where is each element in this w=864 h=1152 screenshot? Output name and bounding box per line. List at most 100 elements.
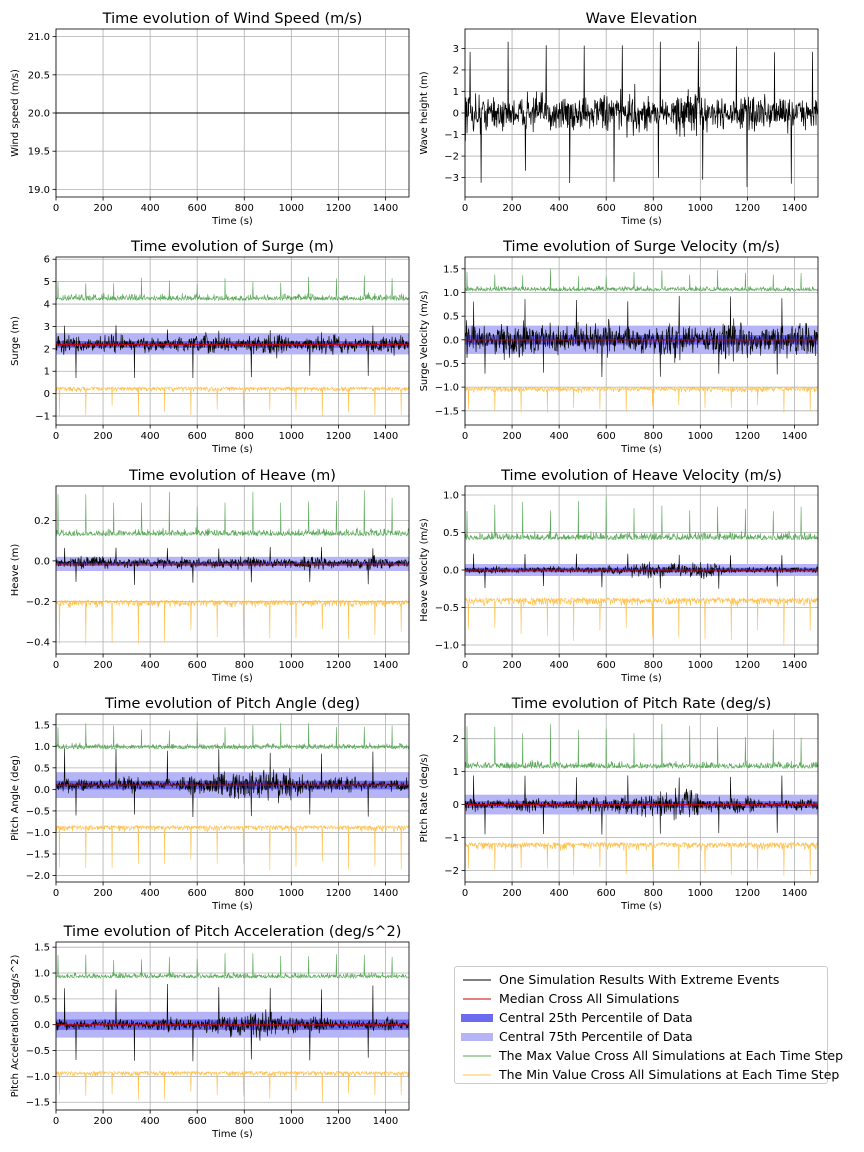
y-tick-label: −1.5 — [26, 850, 50, 861]
y-tick-label: 0 — [453, 109, 459, 120]
y-tick-label: −0.5 — [26, 806, 50, 817]
x-tick-label: 200 — [503, 888, 522, 899]
y-tick-label: 19.0 — [28, 185, 50, 196]
y-tick-label: 1 — [453, 87, 459, 98]
x-tick-label: 1200 — [326, 1116, 351, 1127]
subplot-9: 0 200 400 600 800 1000 1200 1400 −1.5 −1.0 −0.5 0.0… — [10, 924, 410, 1140]
y-axis-label: Pitch Angle (deg) — [10, 755, 21, 841]
y-tick-label: 5 — [44, 277, 50, 288]
x-tick-label: 200 — [94, 660, 113, 671]
min-value-line — [56, 1070, 409, 1103]
y-tick-label: 6 — [44, 255, 50, 266]
y-tick-label: −1.5 — [26, 1098, 50, 1109]
y-tick-label: 0.0 — [34, 1020, 50, 1031]
chart-title: Time evolution of Pitch Acceleration (de… — [63, 924, 402, 940]
extreme-simulation-line — [465, 775, 818, 835]
x-tick-label: 1000 — [279, 660, 304, 671]
y-tick-label: 1.0 — [443, 288, 459, 299]
y-tick-label: −1.5 — [435, 406, 459, 417]
y-axis-label: Pitch Acceleration (deg/s^2) — [10, 954, 21, 1097]
x-tick-label: 1000 — [688, 203, 713, 214]
x-axis-label: Time (s) — [620, 444, 662, 455]
x-tick-label: 1000 — [688, 888, 713, 899]
y-tick-label: −1.0 — [26, 828, 50, 839]
x-tick-label: 1200 — [735, 888, 760, 899]
y-tick-label: −0.5 — [26, 1046, 50, 1057]
subplot-6: 0 200 400 600 800 1000 1200 1400 −1.0 −0.5 0.0 0.5 1… — [419, 468, 819, 684]
x-tick-label: 800 — [644, 888, 663, 899]
chart-title: Time evolution of Wind Speed (m/s) — [102, 11, 363, 27]
y-tick-label: −2.0 — [26, 871, 50, 882]
x-tick-label: 1400 — [373, 660, 398, 671]
min-value-line — [465, 841, 818, 876]
extreme-simulation-line — [465, 553, 818, 589]
y-tick-label: 0.0 — [34, 556, 50, 567]
legend-item-p75: Central 75th Percentile of Data — [461, 1027, 821, 1046]
y-tick-label: 0.0 — [443, 335, 459, 346]
x-tick-label: 0 — [462, 203, 468, 214]
y-tick-label: −3 — [444, 173, 459, 184]
y-axis-label: Pitch Rate (deg/s) — [419, 753, 430, 842]
y-axis-label: Heave (m) — [10, 544, 21, 597]
x-tick-label: 1200 — [326, 203, 351, 214]
x-tick-label: 0 — [53, 660, 59, 671]
y-tick-label: −1.0 — [435, 383, 459, 394]
min-value-line — [465, 386, 818, 413]
plot-area — [465, 496, 818, 645]
extreme-simulation-line — [465, 295, 818, 378]
y-tick-label: 1.5 — [34, 943, 50, 954]
chart-title: Wave Elevation — [586, 11, 698, 27]
plot-area — [56, 490, 409, 645]
max-value-line — [56, 722, 409, 750]
legend-label-p25: Central 25th Percentile of Data — [499, 1010, 693, 1025]
y-tick-label: 1.0 — [34, 969, 50, 980]
x-tick-label: 1200 — [735, 660, 760, 671]
plot-area — [465, 723, 818, 876]
x-axis-label: Time (s) — [211, 1129, 253, 1140]
x-tick-label: 1400 — [782, 888, 807, 899]
x-axis-label: Time (s) — [211, 216, 253, 227]
x-tick-label: 400 — [550, 203, 569, 214]
y-tick-label: 0.5 — [443, 312, 459, 323]
axes-frame — [55, 485, 410, 655]
y-tick-label: −1.0 — [435, 641, 459, 652]
x-tick-label: 400 — [550, 431, 569, 442]
x-tick-label: 1000 — [688, 431, 713, 442]
x-tick-label: 0 — [462, 431, 468, 442]
x-tick-label: 400 — [550, 888, 569, 899]
x-tick-label: 1000 — [279, 888, 304, 899]
x-tick-label: 1200 — [326, 888, 351, 899]
y-tick-label: 0.5 — [443, 528, 459, 539]
x-tick-label: 800 — [644, 431, 663, 442]
y-tick-label: 1.5 — [443, 264, 459, 275]
y-tick-label: −2 — [444, 866, 459, 877]
legend-label-max: The Max Value Cross All Simulations at E… — [499, 1048, 844, 1063]
x-axis-label: Time (s) — [620, 901, 662, 912]
y-tick-label: 1 — [453, 767, 459, 778]
chart-title: Time evolution of Surge Velocity (m/s) — [502, 239, 780, 255]
x-tick-label: 1400 — [782, 431, 807, 442]
y-tick-label: −1 — [35, 412, 50, 423]
subplot-2: 0 200 400 600 800 1000 1200 1400 −3 −2 −1 0 1 2 3 Wave … — [419, 11, 819, 227]
x-tick-label: 1200 — [326, 431, 351, 442]
x-tick-label: 200 — [94, 1116, 113, 1127]
y-axis-label: Heave Velocity (m/s) — [419, 518, 430, 622]
x-tick-label: 400 — [141, 431, 160, 442]
plot-area — [56, 275, 409, 416]
x-tick-label: 400 — [141, 1116, 160, 1127]
y-tick-label: −1 — [444, 130, 459, 141]
x-tick-label: 1200 — [735, 203, 760, 214]
y-tick-label: −0.5 — [435, 603, 459, 614]
x-tick-label: 0 — [53, 888, 59, 899]
x-tick-label: 800 — [644, 203, 663, 214]
x-tick-label: 600 — [597, 203, 616, 214]
max-value-line — [56, 490, 409, 537]
min-value-line — [56, 599, 409, 645]
subplot-8: 0 200 400 600 800 1000 1200 1400 −2 −1 0 1 2 Time evo… — [419, 696, 819, 912]
y-tick-label: 4 — [44, 300, 50, 311]
x-tick-label: 200 — [503, 203, 522, 214]
min-value-line — [56, 385, 409, 416]
x-tick-label: 200 — [94, 203, 113, 214]
axes-frame — [464, 256, 819, 426]
